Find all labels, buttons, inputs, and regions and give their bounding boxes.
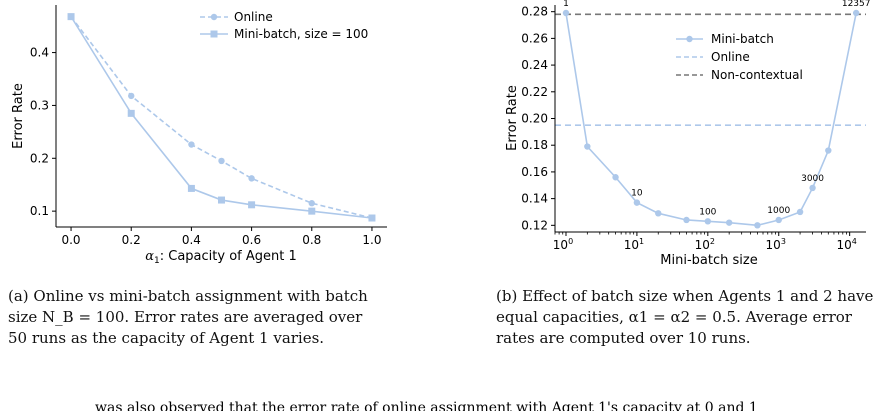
legend-online-marker xyxy=(210,13,218,21)
legend-online-label: Online xyxy=(234,10,273,24)
point-annotation: 3000 xyxy=(801,174,824,184)
data-point-online xyxy=(248,175,255,182)
chart-b: 1 10 100 1000 3000 12357 100 101 102 103 104 0.12… xyxy=(505,0,870,268)
y-tick-label: 0.24 xyxy=(521,58,548,72)
legend-noncontextual-label: Non-contextual xyxy=(711,68,803,82)
data-point-minibatch xyxy=(775,216,782,224)
chart-b-y-label: Error Rate xyxy=(505,85,520,151)
data-point-online xyxy=(308,200,315,207)
point-annotation: 10 xyxy=(631,189,643,199)
y-tick-label: 0.28 xyxy=(521,5,548,19)
chart-b-marks: 1 10 100 1000 3000 12357 xyxy=(555,0,870,229)
chart-b-x-label: Mini-batch size xyxy=(660,253,757,268)
chart-a-x-label: α1: Capacity of Agent 1 xyxy=(145,249,297,266)
x-tick-label: 0.4 xyxy=(182,233,201,247)
data-point-minibatch xyxy=(187,184,195,192)
series-line-minibatch xyxy=(565,12,857,227)
x-tick-label: 0.2 xyxy=(122,233,141,247)
x-tick-label: 1.0 xyxy=(362,233,381,247)
data-point-minibatch xyxy=(248,201,256,209)
y-tick-label: 0.16 xyxy=(521,165,548,179)
data-point-minibatch xyxy=(308,207,316,215)
x-tick-label: 0.0 xyxy=(61,233,80,247)
chart-a-y-ticks: 0.1 0.2 0.3 0.4 xyxy=(30,46,56,218)
data-point-minibatch xyxy=(633,199,641,206)
data-point-online xyxy=(188,141,195,148)
legend-minibatch-marker xyxy=(686,35,693,43)
y-tick-label: 0.3 xyxy=(30,98,49,112)
chart-a-x-ticks: 0.0 0.2 0.4 0.6 0.8 1.0 xyxy=(61,227,382,247)
chart-b-legend: Mini-batch Online Non-contextual xyxy=(676,32,803,82)
x-tick-label: 104 xyxy=(836,237,856,252)
y-tick-label: 0.18 xyxy=(521,138,548,152)
point-annotation: 1 xyxy=(563,0,569,9)
legend-minibatch-marker xyxy=(210,30,218,38)
data-point-online xyxy=(128,92,135,100)
y-tick-label: 0.4 xyxy=(30,46,49,60)
data-point-minibatch xyxy=(825,147,832,154)
chart-a: 0.0 0.2 0.4 0.6 0.8 1.0 0.1 0.2 0.3 0.4 α1: Capa… xyxy=(11,5,387,266)
data-point-minibatch xyxy=(612,174,619,181)
y-tick-label: 0.22 xyxy=(521,85,548,99)
series-line-online xyxy=(70,16,373,219)
point-annotation: 1000 xyxy=(767,206,790,216)
data-point-minibatch xyxy=(754,222,761,229)
legend-online-label: Online xyxy=(711,50,750,64)
point-annotation: 12357 xyxy=(842,0,871,9)
chart-a-legend: Online Mini-batch, size = 100 xyxy=(200,10,368,41)
x-tick-label: 0.8 xyxy=(302,233,321,247)
data-point-online xyxy=(218,157,225,165)
data-point-minibatch xyxy=(683,216,690,224)
figure-svg: 0.0 0.2 0.4 0.6 0.8 1.0 0.1 0.2 0.3 0.4 α1: Capa… xyxy=(11,0,870,268)
series-line-minibatch xyxy=(70,16,373,219)
x-tick-label: 101 xyxy=(624,237,644,252)
data-point-minibatch xyxy=(368,214,376,222)
x-tick-label: 102 xyxy=(695,237,715,252)
y-tick-label: 0.14 xyxy=(521,192,548,206)
point-annotation: 100 xyxy=(699,207,716,217)
data-point-minibatch xyxy=(584,143,591,150)
data-point-minibatch xyxy=(67,13,75,21)
chart-a-marks xyxy=(67,13,376,222)
data-point-minibatch xyxy=(655,210,662,217)
data-point-minibatch xyxy=(562,9,570,17)
x-tick-label: 100 xyxy=(553,237,573,252)
data-point-minibatch xyxy=(127,109,135,117)
x-tick-label: 0.6 xyxy=(242,233,261,247)
caption-a: (a) Online vs mini-batch assignment with… xyxy=(8,287,368,347)
body-text-fragment: was also observed that the error rate of… xyxy=(95,400,758,411)
data-point-minibatch xyxy=(809,184,816,192)
y-tick-label: 0.2 xyxy=(30,151,49,165)
y-tick-label: 0.12 xyxy=(521,218,548,232)
data-point-minibatch xyxy=(725,219,733,226)
y-tick-label: 0.1 xyxy=(30,204,49,218)
legend-minibatch-label: Mini-batch xyxy=(711,32,774,46)
y-tick-label: 0.26 xyxy=(521,31,548,45)
data-point-minibatch xyxy=(704,218,712,225)
caption-b: (b) Effect of batch size when Agents 1 a… xyxy=(496,287,874,347)
legend-minibatch-label: Mini-batch, size = 100 xyxy=(234,27,368,41)
chart-b-x-ticks: 100 101 102 103 104 xyxy=(553,232,857,252)
chart-b-y-ticks: 0.12 0.14 0.16 0.18 0.20 0.22 0.24 0.26 0.28 xyxy=(521,5,555,232)
chart-a-y-label: Error Rate xyxy=(11,83,26,149)
data-point-minibatch xyxy=(218,196,225,204)
data-point-minibatch xyxy=(852,9,860,17)
x-tick-label: 103 xyxy=(766,237,786,252)
y-tick-label: 0.20 xyxy=(521,112,548,126)
data-point-minibatch xyxy=(796,208,804,216)
